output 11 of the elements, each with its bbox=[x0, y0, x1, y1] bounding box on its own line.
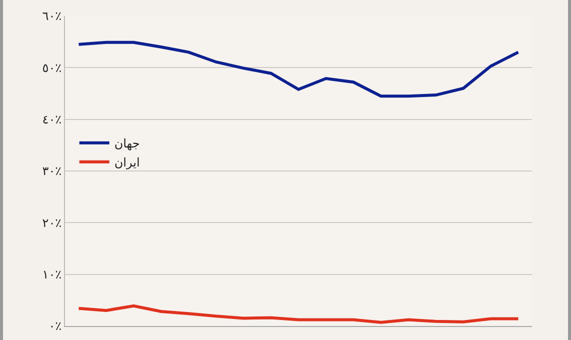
y-tick-label: ٢٠٪ bbox=[42, 216, 62, 230]
y-tick-label: ١٠٪ bbox=[42, 268, 62, 282]
y-tick-label: ٠٪ bbox=[48, 319, 62, 334]
line-series bbox=[77, 40, 520, 98]
y-tick-label: ٥٠٪ bbox=[42, 60, 62, 75]
y-tick-label: ٤٠٪ bbox=[42, 112, 62, 127]
legend-label: جهان bbox=[114, 136, 140, 151]
legend-label: ایران bbox=[114, 156, 140, 170]
line-series bbox=[77, 304, 520, 324]
y-tick-label: ٦٠٪ bbox=[42, 9, 62, 24]
y-tick-label: ٣٠٪ bbox=[42, 164, 62, 178]
